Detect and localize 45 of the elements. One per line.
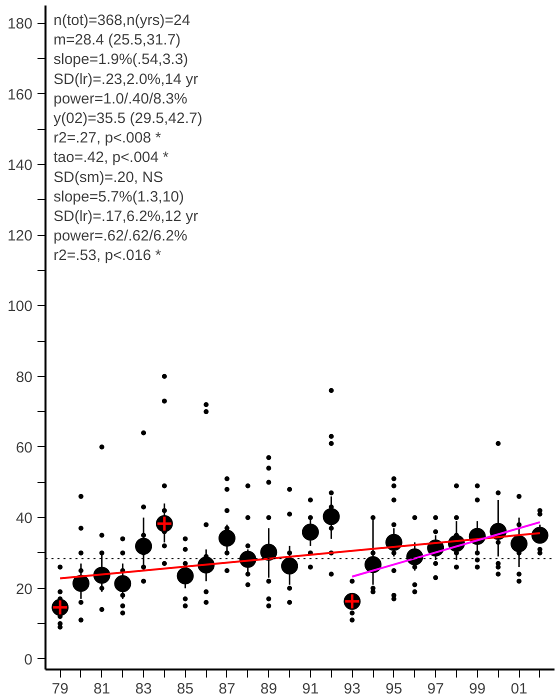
annotation: SD(lr)=.17,6.2%,12 yr xyxy=(54,208,198,225)
annotation: slope=1.9%(.54,3.3) xyxy=(54,51,188,68)
point xyxy=(510,535,528,552)
annotation: SD(sm)=.20, NS xyxy=(54,168,164,186)
x-tick-label: 83 xyxy=(135,680,152,698)
x-tick-label: 95 xyxy=(386,680,402,698)
point xyxy=(135,538,152,555)
x-tick-label: 79 xyxy=(52,680,68,698)
y-tick-label: 40 xyxy=(16,510,33,528)
x-tick-label: 01 xyxy=(510,680,528,698)
annotation: r2=.53, p<.016 * xyxy=(54,247,162,264)
point xyxy=(72,574,90,592)
y-tick-label: 160 xyxy=(7,86,33,104)
annotation: SD(lr)=.23,2.0%,14 yr xyxy=(54,70,198,88)
x-tick-label: 89 xyxy=(260,680,278,698)
point xyxy=(302,524,319,541)
x-tick-label: 97 xyxy=(427,680,444,698)
y-tick-label: 80 xyxy=(16,368,33,386)
annotation: power=.62/.62/6.2% xyxy=(54,228,188,245)
point xyxy=(281,558,298,574)
x-tick-label: 81 xyxy=(93,680,110,698)
annotation: n(tot)=368,n(yrs)=24 xyxy=(54,12,190,29)
point xyxy=(176,567,194,584)
annotation: y(02)=35.5 (29.5,42.7) xyxy=(54,110,202,127)
annotation: slope=5.7%(1.3,10) xyxy=(54,188,184,206)
annotation: power=1.0/.40/8.3% xyxy=(54,90,188,108)
y-tick-label: 0 xyxy=(24,651,32,668)
annotation: r2=.27, p<.008 * xyxy=(54,130,162,147)
y-tick-label: 120 xyxy=(7,228,33,245)
point xyxy=(322,508,340,526)
y-tick-label: 180 xyxy=(7,16,33,33)
annotation: tao=.42, p<.004 * xyxy=(54,149,169,166)
x-tick-label: 99 xyxy=(468,680,486,698)
x-tick-label: 87 xyxy=(218,680,236,698)
y-tick-label: 60 xyxy=(16,439,33,456)
y-tick-label: 20 xyxy=(16,580,33,598)
y-tick-label: 140 xyxy=(7,156,33,174)
x-tick-label: 91 xyxy=(302,680,319,698)
x-tick-label: 93 xyxy=(344,680,360,698)
point xyxy=(218,530,236,547)
annotation: m=28.4 (25.5,31.7) xyxy=(54,32,181,49)
y-tick-label: 100 xyxy=(7,298,33,316)
point xyxy=(114,575,132,592)
x-tick-label: 85 xyxy=(176,680,194,698)
point xyxy=(531,526,548,544)
